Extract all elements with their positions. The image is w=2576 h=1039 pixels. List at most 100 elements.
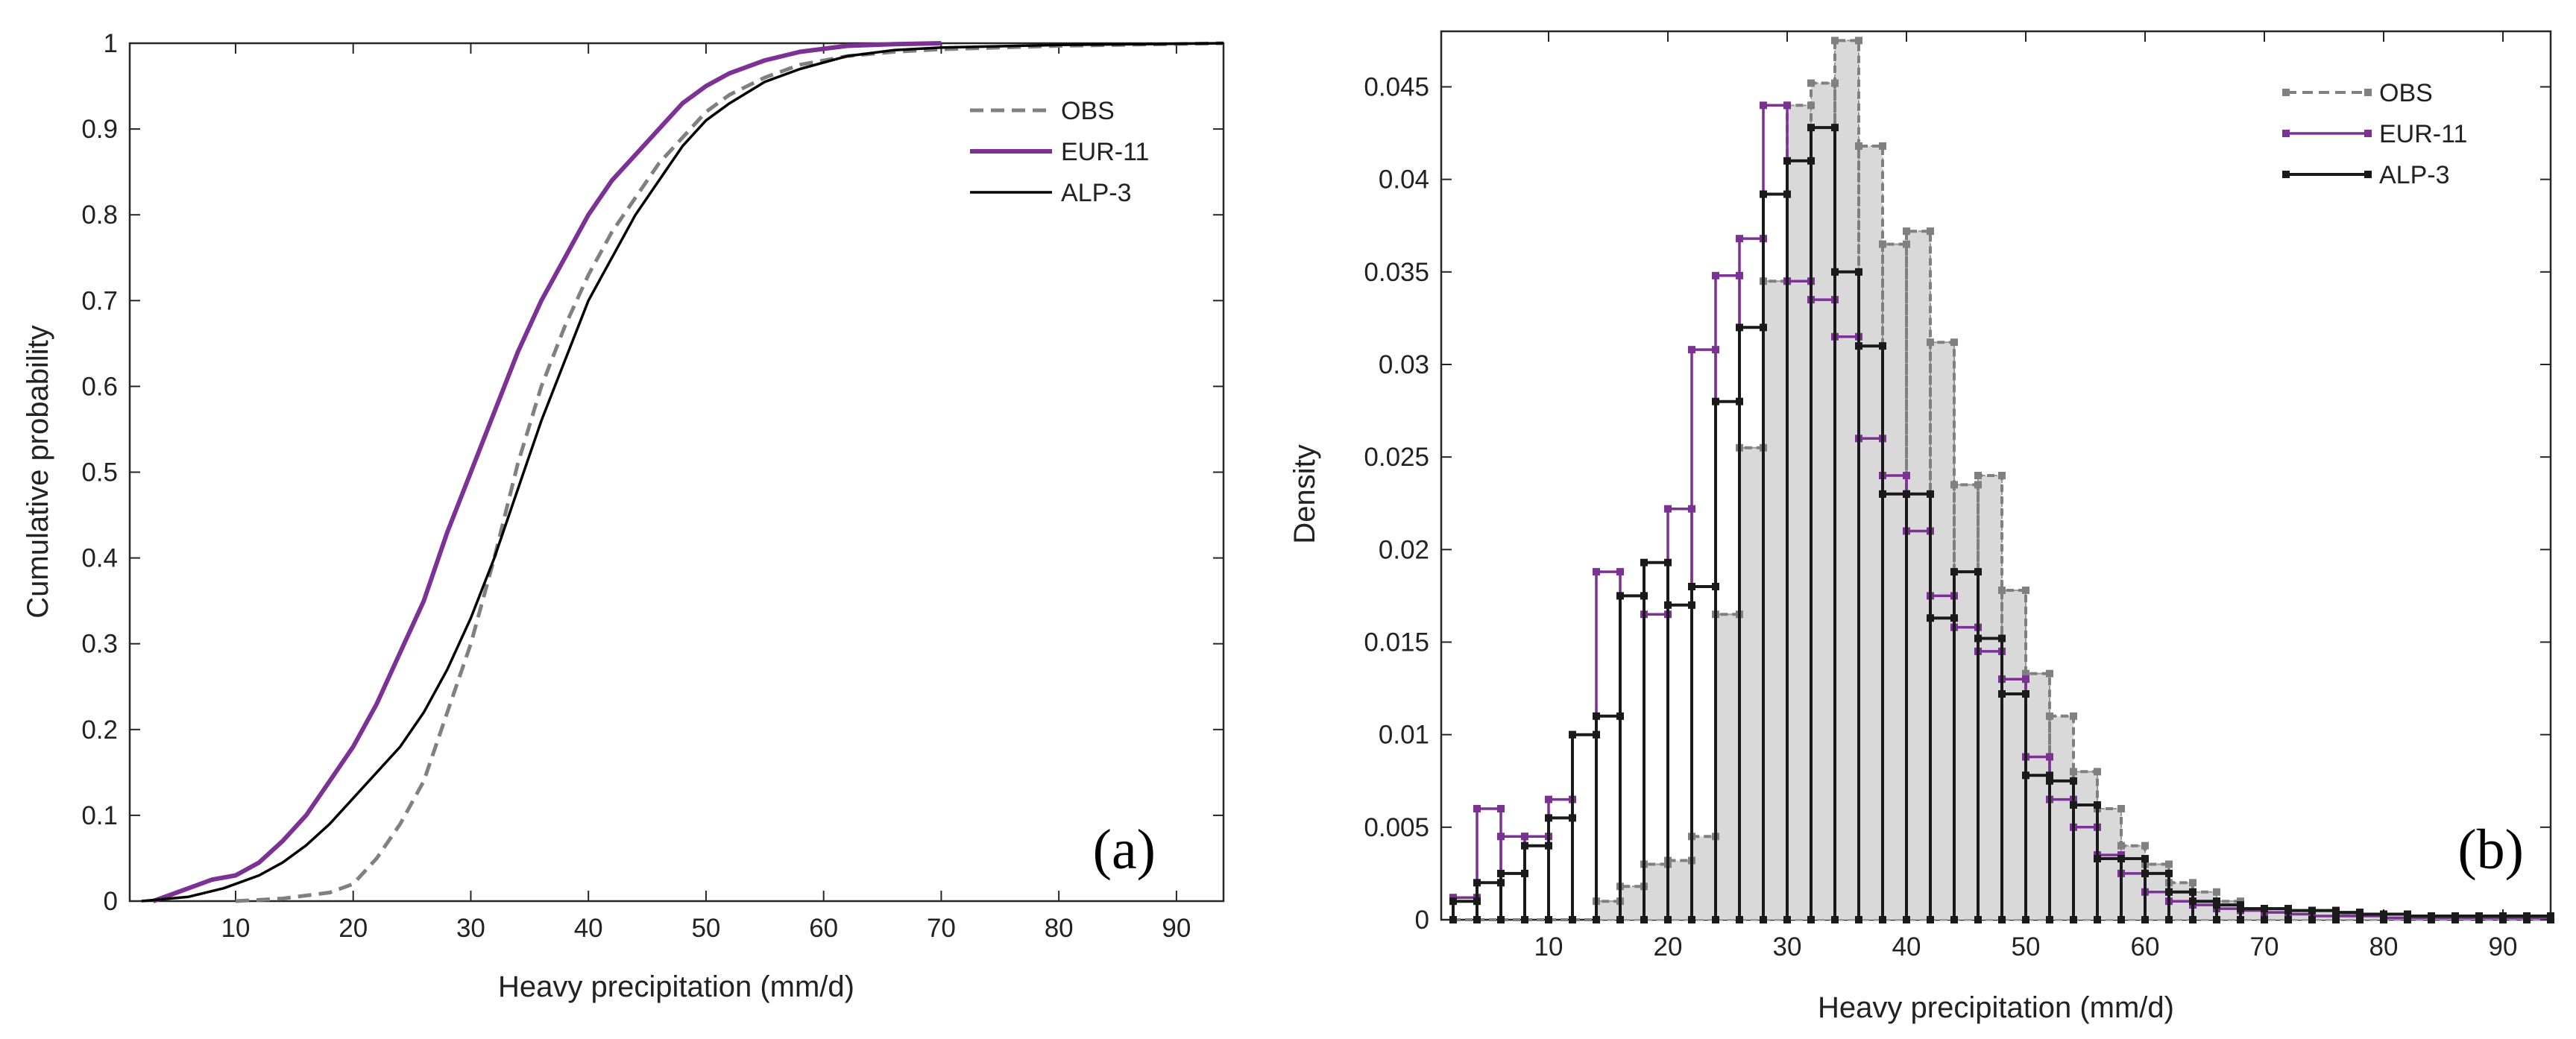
density-marker-obs — [2165, 860, 2173, 868]
density-marker-alp-3 — [2165, 869, 2173, 877]
obs-bar — [2073, 771, 2098, 921]
density-marker-alp-3 — [1664, 601, 1672, 609]
obs-bar — [1858, 145, 1883, 920]
density-marker-alp-3 — [2189, 897, 2196, 906]
density-marker-alp-3 — [1831, 916, 1839, 923]
density-marker-eur-11 — [1593, 568, 1600, 576]
density-panel-label: (b) — [2457, 818, 2524, 881]
density-marker-eur-11 — [1497, 833, 1505, 841]
density-y-tick-label: 0.045 — [1364, 73, 1429, 102]
density-marker-alp-3 — [1712, 397, 1719, 405]
density-x-tick-label: 40 — [1892, 932, 1921, 961]
density-marker-obs — [2141, 841, 2149, 850]
obs-bar — [1930, 341, 1955, 920]
density-marker-obs — [1950, 481, 1958, 489]
density-marker-alp-3 — [2022, 771, 2029, 780]
density-marker-alp-3 — [1903, 490, 1910, 498]
density-marker-alp-3 — [2451, 916, 2459, 923]
density-marker-alp-3 — [2356, 910, 2364, 918]
density-marker-alp-3 — [2117, 855, 2125, 863]
cdf-x-axis-label: Heavy precipitation (mm/d) — [498, 970, 854, 1003]
cdf-y-ticks: 0 0.1 0.2 0.3 0.4 0.5 0.6 0.7 0.8 0.9 1 — [81, 29, 1224, 916]
obs-bar — [1834, 40, 1859, 921]
density-marker-alp-3 — [1974, 916, 1982, 923]
density-marker-alp-3 — [2094, 855, 2101, 863]
density-marker-alp-3 — [1998, 690, 2006, 698]
density-marker-alp-3 — [1855, 342, 1862, 350]
density-marker-obs — [2070, 768, 2077, 776]
density-marker-alp-3 — [2261, 905, 2268, 913]
density-marker-obs — [1998, 472, 2006, 479]
obs-bar — [1906, 230, 1931, 920]
density-marker-alp-3 — [2141, 916, 2149, 923]
cdf-x-tick-label: 30 — [456, 914, 485, 943]
density-y-tick-label: 0.02 — [1379, 535, 1429, 564]
density-marker-obs — [1974, 472, 1982, 479]
density-panel: 0 0.005 0.01 0.015 0.02 0.025 0.03 0.035 0.04 0.0… — [1288, 30, 2554, 1024]
density-marker-obs — [2022, 586, 2029, 594]
density-marker-alp-3 — [1736, 916, 1743, 923]
density-marker-eur-11 — [1760, 101, 1767, 110]
density-marker-alp-3 — [1616, 592, 1624, 600]
density-marker-alp-3 — [1879, 916, 1886, 923]
density-marker-alp-3 — [2141, 855, 2149, 863]
density-marker-alp-3 — [1593, 712, 1600, 720]
cdf-line-obs — [235, 41, 1224, 903]
obs-bar — [1977, 475, 2003, 920]
density-marker-alp-3 — [2046, 771, 2053, 780]
density-marker-alp-3 — [1497, 869, 1505, 877]
density-marker-alp-3 — [1521, 916, 1528, 923]
density-marker-alp-3 — [1569, 730, 1576, 739]
obs-bar — [1715, 613, 1740, 920]
cdf-y-tick-label: 0.8 — [81, 200, 118, 230]
cdf-legend-label: EUR-11 — [1061, 138, 1149, 166]
cdf-y-tick-label: 0.9 — [81, 115, 118, 144]
density-marker-alp-3 — [1950, 568, 1958, 576]
density-marker-alp-3 — [2284, 906, 2292, 915]
density-marker-alp-3 — [1473, 916, 1481, 923]
density-legend-marker — [2364, 171, 2372, 178]
cdf-legend-label: ALP-3 — [1061, 179, 1132, 207]
density-marker-alp-3 — [2189, 888, 2196, 896]
density-marker-alp-3 — [1783, 916, 1791, 923]
cdf-line-eur-11 — [152, 41, 942, 903]
density-y-tick-label: 0.025 — [1364, 443, 1429, 472]
density-marker-alp-3 — [2022, 916, 2029, 923]
cdf-y-tick-label: 0.1 — [81, 801, 118, 830]
density-marker-alp-3 — [1927, 490, 1934, 498]
density-marker-alp-3 — [1974, 568, 1982, 576]
density-x-tick-label: 50 — [2012, 932, 2041, 961]
density-marker-alp-3 — [1545, 814, 1552, 822]
density-marker-alp-3 — [1855, 268, 1862, 276]
cdf-x-tick-label: 60 — [809, 914, 838, 943]
density-x-tick-label: 60 — [2131, 932, 2160, 961]
density-x-axis-label: Heavy precipitation (mm/d) — [1818, 991, 2174, 1024]
density-marker-eur-11 — [2022, 675, 2029, 683]
density-marker-obs — [2046, 669, 2053, 678]
density-x-tick-label: 90 — [2489, 932, 2518, 961]
density-marker-obs — [2213, 888, 2220, 896]
density-marker-eur-11 — [1688, 346, 1695, 354]
density-y-tick-label: 0.015 — [1364, 628, 1429, 657]
density-marker-alp-3 — [2380, 910, 2387, 918]
density-marker-obs — [1927, 227, 1934, 236]
obs-bar — [1691, 836, 1716, 920]
density-marker-alp-3 — [2022, 690, 2029, 698]
cdf-y-tick-label: 0.3 — [81, 630, 118, 659]
density-series-alp-3 — [1449, 124, 2554, 923]
density-legend-marker — [2364, 89, 2372, 96]
density-marker-alp-3 — [2332, 916, 2340, 923]
density-legend-label: EUR-11 — [2379, 120, 2467, 148]
density-marker-alp-3 — [1855, 916, 1862, 923]
cdf-legend-label: OBS — [1061, 97, 1115, 125]
density-marker-alp-3 — [2070, 801, 2077, 809]
density-marker-eur-11 — [1903, 472, 1910, 479]
density-marker-alp-3 — [2046, 777, 2053, 785]
density-marker-obs — [1903, 227, 1910, 236]
density-marker-alp-3 — [1879, 490, 1886, 498]
density-legend-marker — [2282, 89, 2290, 96]
density-marker-obs — [1855, 37, 1862, 45]
density-marker-alp-3 — [1807, 916, 1815, 923]
density-marker-eur-11 — [1521, 833, 1528, 841]
